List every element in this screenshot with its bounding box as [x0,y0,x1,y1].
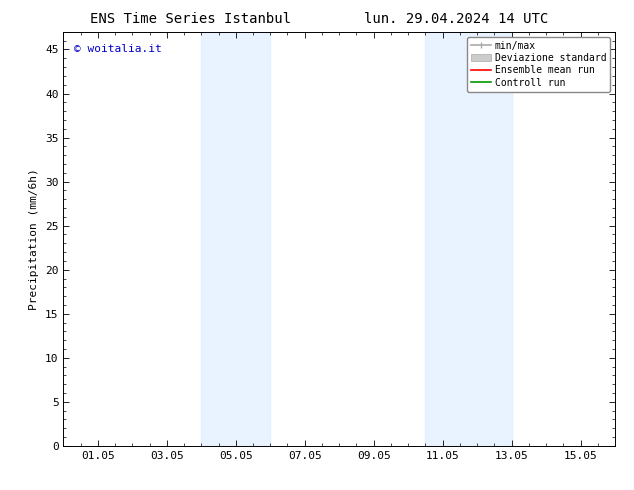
Text: © woitalia.it: © woitalia.it [74,44,162,54]
Y-axis label: Precipitation (mm/6h): Precipitation (mm/6h) [30,168,39,310]
Bar [202,32,270,446]
Text: lun. 29.04.2024 14 UTC: lun. 29.04.2024 14 UTC [365,12,548,26]
Text: ENS Time Series Istanbul: ENS Time Series Istanbul [89,12,291,26]
Legend: min/max, Deviazione standard, Ensemble mean run, Controll run: min/max, Deviazione standard, Ensemble m… [467,37,610,92]
Bar [425,32,512,446]
